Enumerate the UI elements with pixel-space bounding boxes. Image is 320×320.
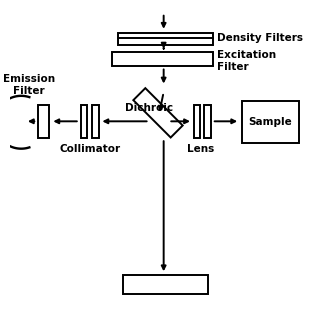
Text: Excitation
Filter: Excitation Filter: [218, 50, 276, 72]
Bar: [123, 275, 208, 294]
Bar: [38, 105, 50, 138]
Bar: [81, 105, 87, 138]
Text: Emission
Filter: Emission Filter: [3, 74, 55, 96]
Bar: [112, 52, 213, 66]
Text: Dichroic: Dichroic: [125, 103, 173, 113]
Text: Sample: Sample: [248, 117, 292, 127]
Bar: [118, 33, 213, 45]
Bar: [242, 101, 299, 143]
Bar: [92, 105, 99, 138]
Text: Collimator: Collimator: [60, 144, 121, 154]
Bar: [204, 105, 211, 138]
Text: Lens: Lens: [187, 144, 214, 154]
Bar: [194, 105, 200, 138]
Text: Density Filters: Density Filters: [218, 33, 303, 43]
Polygon shape: [133, 88, 183, 138]
